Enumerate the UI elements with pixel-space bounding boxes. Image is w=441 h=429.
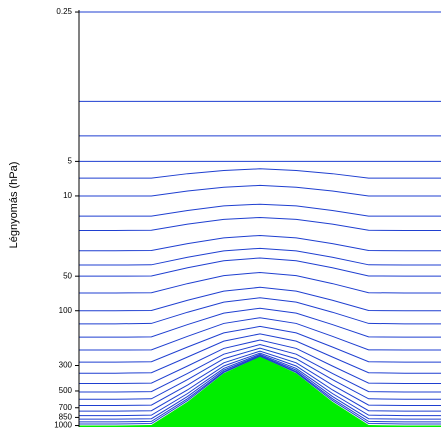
level-line bbox=[79, 216, 441, 231]
level-line bbox=[79, 333, 441, 374]
level-line bbox=[79, 353, 441, 417]
y-tick-label: 50 bbox=[63, 271, 72, 280]
level-line bbox=[79, 297, 441, 325]
level-line bbox=[79, 184, 441, 197]
terrain bbox=[79, 356, 441, 427]
level-line bbox=[79, 203, 441, 217]
y-tick-label: 500 bbox=[59, 386, 73, 395]
level-line bbox=[79, 257, 441, 277]
level-line bbox=[79, 355, 441, 425]
level-line bbox=[79, 234, 441, 252]
level-line bbox=[79, 317, 441, 351]
level-line bbox=[79, 271, 441, 294]
level-line bbox=[79, 325, 441, 363]
level-line bbox=[79, 247, 441, 266]
level-line bbox=[79, 352, 441, 412]
level-line bbox=[79, 354, 441, 420]
y-tick-label: 5 bbox=[68, 156, 73, 165]
y-tick-label: 700 bbox=[59, 403, 73, 412]
y-tick-label: 0.25 bbox=[56, 7, 72, 16]
y-tick-label: 300 bbox=[59, 361, 73, 370]
y-tick-label: 10 bbox=[63, 191, 72, 200]
level-line bbox=[79, 344, 441, 393]
level-line bbox=[79, 350, 441, 407]
level-line bbox=[79, 307, 441, 338]
level-line bbox=[79, 347, 441, 400]
level-line bbox=[79, 339, 441, 384]
y-tick-label: 1000 bbox=[54, 421, 72, 429]
level-line bbox=[79, 286, 441, 312]
level-line bbox=[79, 168, 441, 179]
y-tick-label: 850 bbox=[59, 413, 73, 422]
y-axis-label: Légnyomás (hPa) bbox=[8, 162, 20, 249]
y-tick-label: 100 bbox=[59, 306, 73, 315]
